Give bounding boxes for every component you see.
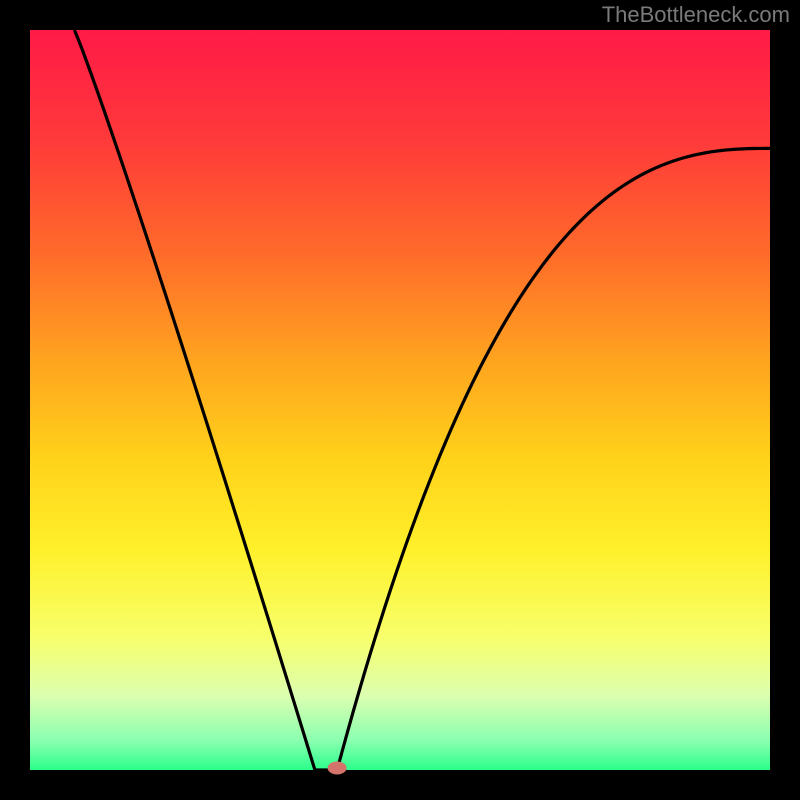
bottleneck-chart [0,0,800,800]
chart-background-gradient [30,30,770,770]
chart-container: TheBottleneck.com [0,0,800,800]
watermark-text: TheBottleneck.com [602,2,790,28]
optimal-point-marker [328,762,346,774]
